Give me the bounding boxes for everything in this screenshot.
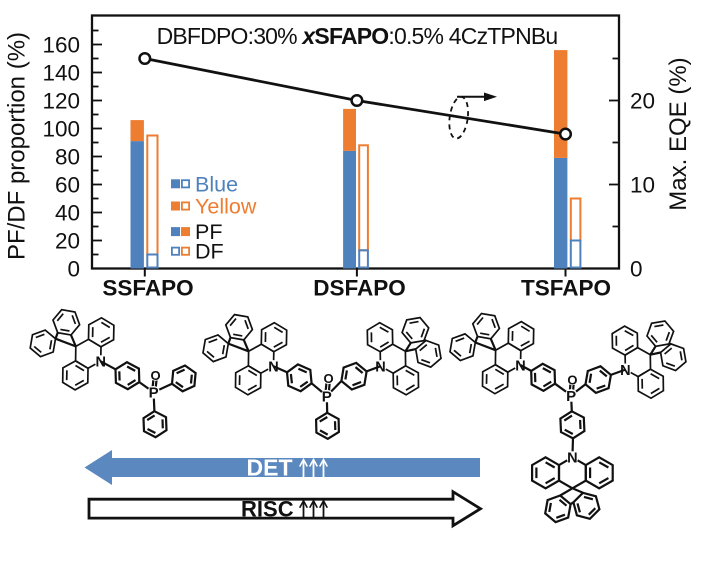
svg-text:10: 10 — [630, 173, 655, 198]
svg-text:20: 20 — [630, 89, 655, 114]
svg-text:TSFAPO: TSFAPO — [521, 276, 611, 301]
svg-text:O: O — [150, 368, 160, 383]
svg-text:60: 60 — [55, 173, 80, 198]
svg-text:SSFAPO: SSFAPO — [102, 276, 193, 301]
svg-text:O: O — [323, 371, 333, 386]
svg-text:0: 0 — [630, 257, 643, 282]
svg-text:100: 100 — [42, 117, 80, 142]
svg-text:Max. EQE (%): Max. EQE (%) — [665, 57, 692, 210]
svg-text:Blue: Blue — [195, 172, 238, 196]
svg-text:20: 20 — [55, 229, 80, 254]
svg-text:PF/DF proportion (%): PF/DF proportion (%) — [4, 32, 31, 260]
svg-text:DBFDPO:30% xSFAPO:0.5% 4CzTPNB: DBFDPO:30% xSFAPO:0.5% 4CzTPNBu — [157, 23, 558, 49]
svg-text:P: P — [322, 388, 332, 405]
svg-text:DET: DET — [247, 455, 293, 481]
svg-text:N: N — [567, 451, 577, 467]
svg-text:40: 40 — [55, 201, 80, 226]
svg-text:Yellow: Yellow — [195, 195, 257, 219]
svg-text:P: P — [566, 388, 576, 405]
svg-text:0: 0 — [67, 257, 80, 282]
svg-text:80: 80 — [55, 145, 80, 170]
svg-text:P: P — [149, 385, 159, 402]
svg-text:120: 120 — [42, 89, 80, 114]
svg-text:DSFAPO: DSFAPO — [313, 276, 406, 301]
svg-text:140: 140 — [42, 61, 80, 86]
svg-text:DF: DF — [195, 240, 224, 264]
svg-text:RISC: RISC — [241, 497, 294, 522]
svg-text:O: O — [567, 372, 577, 387]
svg-text:160: 160 — [42, 33, 80, 58]
